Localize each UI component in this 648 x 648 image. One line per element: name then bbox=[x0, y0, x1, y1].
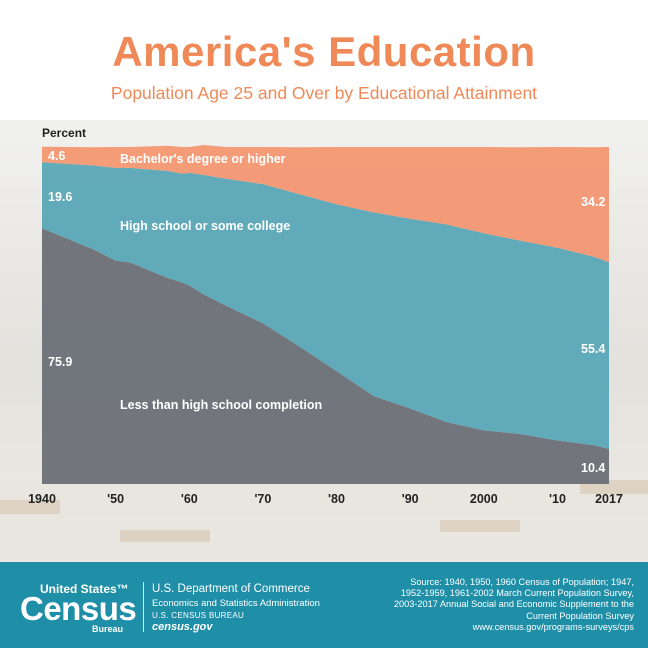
census-logo-bureau: Bureau bbox=[92, 624, 124, 634]
bureau-name: U.S. CENSUS BUREAU bbox=[152, 611, 245, 620]
bachelors-1940-value: 4.6 bbox=[48, 149, 65, 163]
high-school-1940-value: 19.6 bbox=[48, 190, 72, 204]
source-note: Source: 1940, 1950, 1960 Census of Popul… bbox=[334, 577, 634, 633]
footer-divider bbox=[143, 582, 144, 632]
less-than-hs-series-label: Less than high school completion bbox=[120, 398, 322, 412]
source-line: 2003-2017 Annual Social and Economic Sup… bbox=[393, 599, 634, 610]
x-tick-label: '70 bbox=[254, 492, 271, 506]
source-line: Source: 1940, 1950, 1960 Census of Popul… bbox=[410, 577, 634, 587]
census-website-link[interactable]: census.gov bbox=[152, 621, 213, 633]
high-school-series-label: High school or some college bbox=[120, 219, 290, 233]
x-tick-label: '50 bbox=[107, 492, 124, 506]
page-title: America's Education bbox=[112, 28, 536, 75]
source-line: 1952-1959, 1961-2002 March Current Popul… bbox=[400, 588, 634, 599]
high-school-2017-value: 55.4 bbox=[581, 342, 605, 356]
source-line: Current Population Survey bbox=[526, 610, 634, 621]
less-than-hs-area bbox=[42, 228, 609, 484]
desk-decoration bbox=[0, 500, 60, 514]
x-tick-label: 1940 bbox=[28, 492, 56, 506]
census-logo-top: United States™ bbox=[40, 582, 129, 596]
census-logo-wordmark[interactable]: Census bbox=[20, 590, 137, 627]
esa-name: Economics and Statistics Administration bbox=[152, 598, 320, 609]
floor-decoration bbox=[0, 480, 648, 562]
x-tick-label: '90 bbox=[402, 492, 419, 506]
department-name: U.S. Department of Commerce bbox=[152, 583, 310, 595]
y-axis-label: Percent bbox=[42, 126, 87, 140]
desk-decoration bbox=[440, 520, 520, 532]
bachelors-area bbox=[42, 145, 609, 263]
less-than-hs-2017-value: 10.4 bbox=[581, 461, 605, 475]
x-tick-label: 2000 bbox=[470, 492, 498, 506]
bachelors-2017-value: 34.2 bbox=[581, 195, 605, 209]
x-tick-label: '10 bbox=[549, 492, 566, 506]
x-tick-label: '80 bbox=[328, 492, 345, 506]
high-school-area bbox=[42, 162, 609, 449]
source-url-link[interactable]: www.census.gov/programs-surveys/cps bbox=[472, 621, 634, 632]
x-tick-label: '60 bbox=[181, 492, 198, 506]
x-tick-label: 2017 bbox=[595, 492, 623, 506]
footer-bar bbox=[0, 562, 648, 648]
bachelors-series-label: Bachelor's degree or higher bbox=[120, 152, 286, 166]
page-subtitle: Population Age 25 and Over by Educationa… bbox=[110, 83, 538, 103]
desk-decoration bbox=[120, 530, 210, 542]
less-than-hs-1940-value: 75.9 bbox=[48, 355, 72, 369]
